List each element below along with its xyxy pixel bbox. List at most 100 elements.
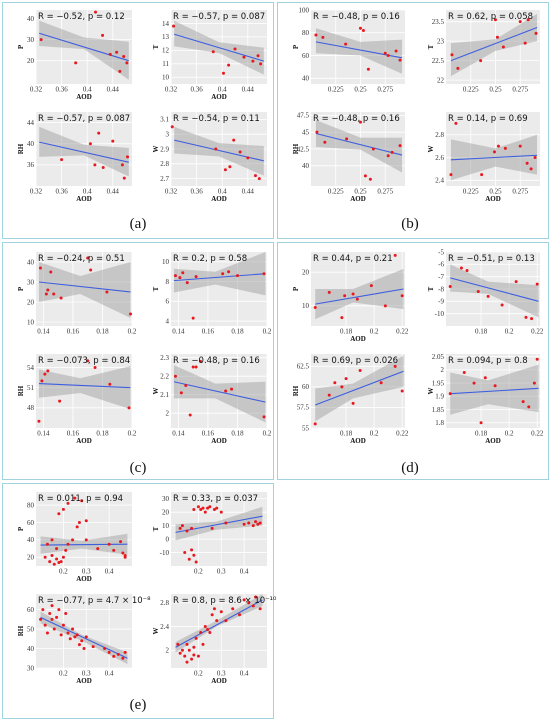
y-tick-label: 62.5 (297, 363, 310, 371)
data-point (199, 507, 203, 511)
y-axis-title: P (17, 286, 25, 291)
x-tick-label: 0.32 (30, 86, 43, 94)
data-point (221, 71, 225, 75)
regression-line (40, 616, 128, 659)
x-tick-label: 0.36 (55, 86, 68, 94)
y-tick-label: 40 (302, 75, 310, 83)
data-point (122, 176, 126, 180)
x-tick-label: 0.25 (489, 86, 502, 94)
correlation-annotation: R = 0.8, p = 8.6 × 10⁻¹⁰ (173, 596, 277, 606)
confidence-band (174, 126, 264, 176)
y-axis-title: RH (292, 143, 300, 154)
panel-label-c: (c) (129, 460, 147, 476)
data-point (355, 297, 359, 301)
data-point (210, 613, 214, 617)
y-tick-label: 48 (27, 404, 35, 412)
data-point (211, 50, 215, 54)
data-point (191, 365, 195, 369)
y-tick-label: 20 (302, 268, 310, 276)
data-point (73, 635, 77, 639)
y-tick-label: 30 (27, 36, 35, 44)
y-axis-title: W (427, 146, 435, 153)
y-tick-label: 20 (162, 508, 170, 516)
data-point (386, 54, 390, 58)
x-tick-label: 0.225 (328, 86, 344, 94)
data-point (45, 631, 49, 635)
y-tick-label: 2.4 (160, 623, 169, 631)
data-point (233, 47, 237, 51)
data-point (64, 611, 68, 615)
y-tick-label: 44 (27, 119, 35, 127)
correlation-annotation: R = −0.48, p = 0.16 (313, 114, 400, 124)
data-point (120, 163, 124, 167)
data-point (57, 512, 61, 516)
confidence-band (450, 13, 538, 77)
data-point (194, 560, 198, 564)
data-point (178, 526, 182, 530)
data-point (49, 270, 53, 274)
x-tick-label: 0.4 (240, 670, 249, 678)
data-point (196, 505, 200, 509)
data-point (201, 642, 205, 646)
y-axis-title: P (17, 526, 25, 531)
data-point (80, 499, 84, 503)
data-point (449, 173, 453, 177)
data-point (180, 524, 184, 528)
y-tick-label: 57.5 (297, 404, 310, 412)
x-tick-label: 0.16 (202, 328, 215, 336)
y-axis-title: P (292, 286, 300, 291)
scatter-plot-c-p: 0.14 0.16 0.18 0.2 10 20 30 40 P R = −0.24, p = 0… (17, 252, 137, 336)
y-tick-label: 2 (441, 366, 445, 374)
data-point (37, 419, 41, 423)
x-axis-title: AOD (485, 195, 501, 203)
data-point (122, 55, 126, 59)
x-tick-label: 0.2 (59, 670, 68, 678)
data-point (55, 557, 59, 561)
plot-background (446, 10, 540, 84)
data-point (71, 538, 75, 542)
data-point (61, 623, 65, 627)
x-tick-label: 0.18 (96, 430, 109, 438)
y-tick-label: 100 (299, 6, 310, 14)
data-point (97, 131, 101, 135)
y-tick-label: 10 (27, 318, 35, 326)
data-point (183, 654, 187, 658)
data-point (313, 422, 317, 426)
data-point (313, 306, 317, 309)
scatter-plot-a-p: 0.32 0.36 0.4 0.44 20 30 40 AOD P R = −0.52, p = … (17, 10, 132, 101)
data-point (472, 381, 476, 385)
data-point (86, 359, 90, 363)
regression-line (39, 32, 129, 62)
correlation-annotation: R = 0.14, p = 0.69 (448, 114, 528, 124)
y-tick-label: 40 (27, 258, 35, 266)
correlation-annotation: R = −0.51, p = 0.13 (448, 254, 535, 264)
data-point (333, 381, 337, 385)
data-point (343, 294, 347, 298)
data-point (483, 376, 487, 380)
data-point (192, 553, 196, 557)
data-point (351, 292, 355, 296)
correlation-annotation: R = −0.54, p = 0.11 (173, 114, 260, 124)
x-axis-title: AOD (76, 195, 92, 203)
data-point (66, 501, 70, 505)
data-point (526, 18, 530, 22)
plot-background (36, 492, 132, 566)
data-point (390, 150, 394, 154)
y-tick-label: -9 (438, 298, 444, 306)
x-axis-title: AOD (76, 677, 92, 685)
y-tick-label: 2.2 (160, 373, 169, 381)
data-point (80, 639, 84, 643)
data-point (199, 630, 203, 634)
plot-background (171, 10, 267, 84)
confidence-band (173, 252, 266, 296)
correlation-annotation: R = −0.24, p = 0.51 (38, 254, 125, 264)
y-tick-label: 30 (162, 495, 170, 503)
data-point (344, 42, 348, 46)
x-tick-label: 0.25 (354, 188, 367, 196)
data-point (178, 276, 182, 280)
y-tick-label: -6 (438, 261, 444, 269)
regression-line (174, 33, 264, 62)
correlation-annotation: R = 0.011, p = 0.94 (38, 494, 123, 504)
data-point (224, 521, 228, 525)
x-axis-title: AOD (350, 437, 366, 445)
